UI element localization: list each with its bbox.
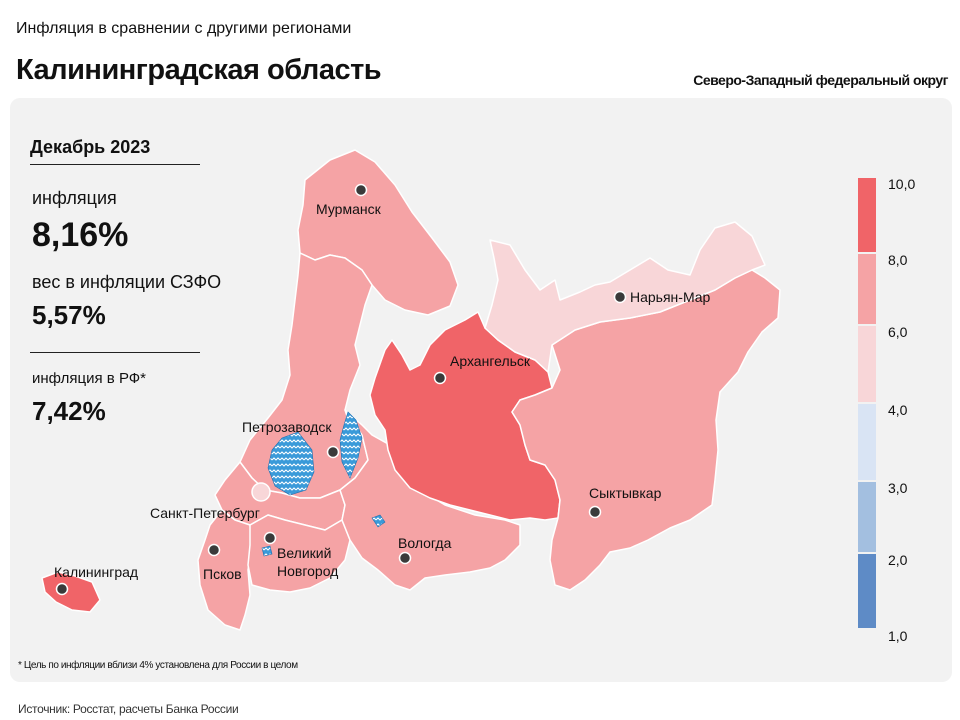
divider	[30, 164, 200, 165]
legend-label: 3,0	[888, 480, 908, 496]
legend-label: 4,0	[888, 402, 908, 418]
marker-naryan-mar	[613, 290, 627, 304]
city-label-syktyvkar: Сыктывкар	[589, 485, 662, 501]
marker-novgorod	[263, 531, 277, 545]
marker-vologda	[398, 551, 412, 565]
city-label-naryan-mar: Нарьян-Мар	[630, 289, 711, 305]
marker-petrozavodsk	[326, 445, 340, 459]
inflation-value: 8,16%	[32, 216, 129, 254]
rf-inflation-value: 7,42%	[32, 396, 106, 426]
lake-onega	[339, 411, 363, 479]
legend-label: 2,0	[888, 552, 908, 568]
legend-label: 10,0	[888, 176, 916, 192]
city-label-kaliningrad: Калининград	[54, 564, 138, 580]
city-label-petrozavodsk: Петрозаводск	[242, 419, 332, 435]
legend-swatch	[858, 482, 876, 552]
lake-beloye	[371, 514, 386, 528]
marker-pskov	[207, 543, 221, 557]
weight-value: 5,57%	[32, 300, 106, 330]
district-label: Северо-Западный федеральный округ	[693, 72, 948, 88]
city-label-vologda: Вологда	[398, 535, 452, 551]
city-label-novgorod-line1: Великий	[277, 545, 331, 561]
legend-swatch	[858, 254, 876, 324]
city-label-pskov: Псков	[203, 566, 242, 582]
lake-ladoga	[267, 431, 315, 496]
lake-ilmen	[261, 545, 273, 557]
section-label: Инфляция в сравнении с другими регионами	[16, 20, 352, 37]
city-label-murmansk: Мурманск	[316, 201, 382, 217]
divider	[30, 352, 200, 353]
weight-label: вес в инфляции СЗФО	[32, 272, 222, 292]
legend-swatch	[858, 404, 876, 480]
legend-label: 1,0	[888, 628, 908, 644]
region-kaliningrad	[41, 571, 101, 613]
city-label-arkhangelsk: Архангельск	[450, 353, 531, 369]
period-label: Декабрь 2023	[30, 137, 151, 157]
marker-syktyvkar	[588, 505, 602, 519]
region-spb	[251, 482, 271, 502]
marker-kaliningrad	[55, 582, 69, 596]
legend-swatch	[858, 554, 876, 628]
region-title: Калининградская область	[16, 54, 382, 86]
legend-swatch	[858, 326, 876, 402]
inflation-label: инфляция	[32, 188, 117, 208]
city-label-spb: Санкт-Петербург	[150, 505, 260, 521]
footnote: * Цель по инфляции вблизи 4% установлена…	[18, 660, 298, 671]
marker-arkhangelsk	[433, 371, 447, 385]
legend-label: 8,0	[888, 252, 908, 268]
city-label-novgorod-line2: Новгород	[277, 563, 338, 579]
legend-label: 6,0	[888, 324, 908, 340]
rf-inflation-label: инфляция в РФ*	[32, 370, 147, 387]
marker-murmansk	[354, 183, 368, 197]
legend-swatch	[858, 178, 876, 252]
source-note: Источник: Росстат, расчеты Банка России	[18, 702, 239, 716]
